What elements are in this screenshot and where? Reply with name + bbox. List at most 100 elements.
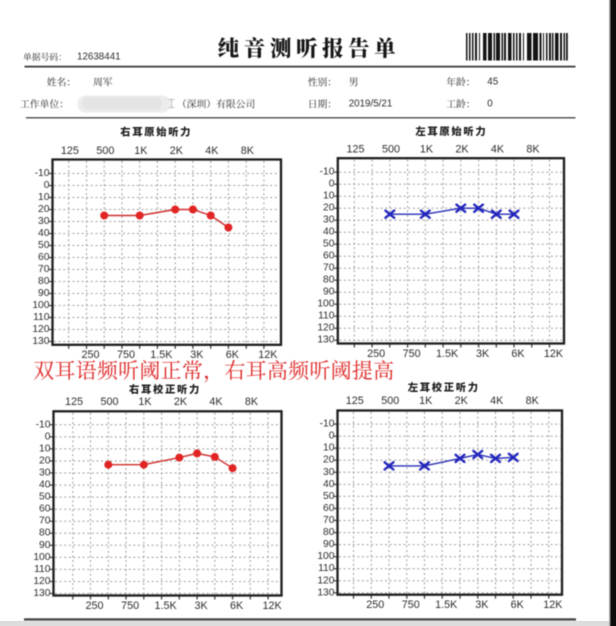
svg-text:20: 20 (38, 204, 50, 215)
svg-text:2K: 2K (455, 144, 469, 156)
svg-text:-10: -10 (320, 419, 335, 430)
svg-text:0: 0 (44, 180, 50, 191)
svg-text:40: 40 (323, 479, 335, 490)
svg-text:12K: 12K (544, 348, 564, 360)
svg-text:70: 70 (38, 264, 50, 275)
svg-text:1.5K: 1.5K (436, 348, 459, 360)
svg-text:130: 130 (33, 588, 50, 599)
svg-text:姓名：: 姓名： (47, 75, 76, 89)
svg-text:2K: 2K (455, 395, 469, 407)
svg-text:30: 30 (323, 215, 335, 226)
svg-text:110: 110 (34, 564, 51, 575)
svg-text:250: 250 (366, 599, 384, 611)
svg-text:4K: 4K (490, 395, 504, 407)
svg-text:-10: -10 (320, 167, 335, 178)
svg-text:12638441: 12638441 (77, 51, 121, 62)
svg-text:50: 50 (323, 491, 335, 502)
svg-text:120: 120 (32, 324, 49, 335)
svg-text:1.5K: 1.5K (150, 349, 173, 361)
svg-text:20: 20 (39, 456, 51, 467)
svg-text:70: 70 (39, 516, 51, 527)
svg-text:2K: 2K (174, 396, 188, 408)
svg-text:80: 80 (38, 276, 50, 287)
svg-text:500: 500 (381, 395, 399, 407)
svg-text:0: 0 (329, 431, 335, 442)
svg-text:2K: 2K (170, 145, 184, 157)
svg-text:125: 125 (346, 395, 364, 407)
svg-text:70: 70 (323, 515, 335, 526)
svg-text:60: 60 (323, 503, 335, 514)
svg-text:750: 750 (121, 600, 139, 612)
svg-text:-10: -10 (36, 419, 51, 430)
svg-text:6K: 6K (511, 348, 525, 360)
svg-text:12K: 12K (543, 599, 563, 611)
svg-text:100: 100 (317, 551, 334, 562)
svg-text:110: 110 (318, 563, 335, 574)
svg-text:1K: 1K (419, 395, 433, 407)
svg-text:1.5K: 1.5K (154, 600, 177, 612)
svg-text:男: 男 (349, 75, 359, 89)
svg-text:500: 500 (382, 144, 400, 156)
svg-text:10: 10 (323, 191, 335, 202)
svg-text:125: 125 (65, 396, 83, 408)
svg-text:500: 500 (96, 145, 114, 157)
svg-text:40: 40 (323, 227, 335, 238)
svg-text:80: 80 (323, 275, 335, 286)
svg-text:125: 125 (346, 144, 364, 156)
svg-text:2019/5/21: 2019/5/21 (349, 98, 393, 109)
svg-text:130: 130 (317, 335, 334, 346)
svg-text:3K: 3K (476, 348, 490, 360)
svg-text:年龄：: 年龄： (446, 75, 475, 89)
svg-text:60: 60 (39, 504, 51, 515)
svg-text:3K: 3K (194, 600, 208, 612)
svg-text:120: 120 (317, 575, 334, 586)
svg-text:工龄：: 工龄： (446, 97, 475, 111)
svg-text:100: 100 (317, 299, 334, 310)
svg-text:500: 500 (100, 396, 118, 408)
svg-text:右耳原始听力: 右耳原始听力 (120, 124, 192, 139)
svg-text:130: 130 (32, 336, 49, 347)
svg-text:8K: 8K (526, 395, 540, 407)
svg-text:1K: 1K (420, 144, 434, 156)
svg-text:4K: 4K (205, 145, 219, 157)
svg-text:130: 130 (317, 587, 334, 598)
svg-text:30: 30 (38, 216, 50, 227)
svg-text:30: 30 (323, 467, 335, 478)
svg-text:双耳语频听阈正常，右耳高频听阈提高: 双耳语频听阈正常，右耳高频听阈提高 (33, 355, 394, 385)
svg-text:250: 250 (85, 600, 103, 612)
svg-text:90: 90 (39, 540, 51, 551)
svg-text:120: 120 (317, 323, 334, 334)
svg-text:250: 250 (81, 349, 99, 361)
svg-text:8K: 8K (241, 145, 255, 157)
svg-text:40: 40 (38, 228, 50, 239)
svg-text:0: 0 (329, 179, 335, 190)
svg-text:日期：: 日期： (308, 97, 337, 111)
svg-text:8K: 8K (245, 396, 259, 408)
svg-text:90: 90 (323, 287, 335, 298)
svg-text:3K: 3K (190, 349, 204, 361)
svg-text:4K: 4K (491, 144, 505, 156)
svg-text:125: 125 (61, 145, 79, 157)
svg-text:80: 80 (323, 527, 335, 538)
svg-text:10: 10 (323, 443, 335, 454)
svg-text:90: 90 (323, 539, 335, 550)
svg-text:250: 250 (367, 348, 385, 360)
svg-text:70: 70 (323, 263, 335, 274)
svg-text:1.5K: 1.5K (435, 599, 458, 611)
svg-text:50: 50 (38, 240, 50, 251)
svg-text:1K: 1K (138, 396, 152, 408)
svg-text:4K: 4K (209, 396, 223, 408)
svg-text:6K: 6K (226, 349, 240, 361)
svg-text:10: 10 (38, 192, 50, 203)
svg-text:纯音测听报告单: 纯音测听报告单 (218, 32, 401, 63)
svg-text:30: 30 (39, 468, 51, 479)
svg-text:-10: -10 (35, 168, 50, 179)
svg-text:20: 20 (323, 455, 335, 466)
svg-text:90: 90 (38, 288, 50, 299)
svg-text:750: 750 (117, 349, 135, 361)
svg-text:80: 80 (39, 528, 51, 539)
svg-text:120: 120 (33, 576, 50, 587)
svg-text:6K: 6K (511, 599, 525, 611)
svg-text:40: 40 (39, 480, 51, 491)
svg-text:8K: 8K (526, 144, 540, 156)
